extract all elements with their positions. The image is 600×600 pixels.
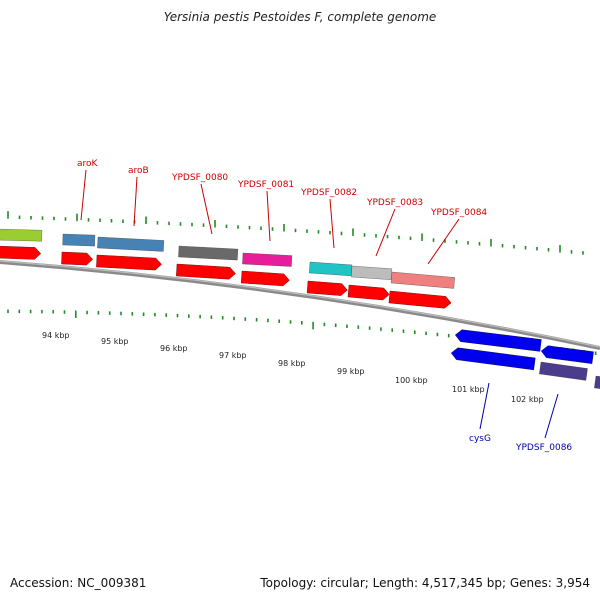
cds-arrow[interactable] <box>0 245 42 260</box>
feature-block[interactable] <box>351 265 393 280</box>
feature-block[interactable] <box>390 271 455 289</box>
gene-label[interactable]: YPDSF_0082 <box>300 188 357 198</box>
upper-ticks <box>7 211 584 255</box>
cds-arrow-reverse[interactable] <box>454 329 542 352</box>
gene-label[interactable]: YPDSF_0080 <box>171 173 228 183</box>
backbone-highlight <box>0 260 600 348</box>
label-leader <box>200 183 213 235</box>
backbone <box>0 260 600 350</box>
feature-block[interactable] <box>62 233 96 247</box>
label-leader <box>266 190 271 242</box>
gene-labels: aroK aroB YPDSF_0080 YPDSF_0081 YPDSF_0082 YP… <box>77 159 572 453</box>
label-leader <box>133 176 138 227</box>
cds-arrow[interactable] <box>347 284 390 301</box>
scale-label: 97 kbp <box>219 351 247 360</box>
feature-block[interactable] <box>0 228 43 242</box>
feature-block[interactable] <box>242 252 293 267</box>
cds-arrow-reverse[interactable] <box>540 345 594 364</box>
scale-label: 95 kbp <box>101 337 129 346</box>
cds-arrow[interactable] <box>96 254 162 271</box>
label-leader <box>544 393 559 439</box>
accession: Accession: NC_009381 <box>10 576 147 590</box>
label-leader <box>479 382 490 430</box>
scale-label: 100 kbp <box>395 376 428 385</box>
feature-block[interactable] <box>97 236 165 252</box>
gene-label[interactable]: YPDSF_0083 <box>366 198 423 208</box>
gene-label[interactable]: cysG <box>469 434 491 444</box>
scale-labels: 94 kbp 95 kbp 96 kbp 97 kbp 98 kbp 99 kbp 100 … <box>42 331 544 404</box>
cds-arrow[interactable] <box>388 290 452 309</box>
lower-ticks <box>7 309 597 355</box>
cds-arrow[interactable] <box>176 263 236 280</box>
scale-label: 101 kbp <box>452 385 485 394</box>
cds-arrow[interactable] <box>61 251 93 266</box>
feature-block[interactable] <box>594 375 600 390</box>
cds-arrow-reverse[interactable] <box>450 347 536 371</box>
scale-label: 99 kbp <box>337 367 365 376</box>
label-leaders <box>80 169 559 439</box>
feature-block[interactable] <box>539 361 588 381</box>
scale-label: 96 kbp <box>160 344 188 353</box>
gene-features <box>0 228 600 390</box>
label-leader <box>427 218 460 265</box>
gene-label[interactable]: YPDSF_0081 <box>237 180 294 190</box>
gene-label[interactable]: YPDSF_0086 <box>515 443 572 453</box>
scale-label: 98 kbp <box>278 359 306 368</box>
gene-label[interactable]: aroK <box>77 159 99 169</box>
gene-label[interactable]: aroB <box>128 166 149 176</box>
gene-label[interactable]: YPDSF_0084 <box>430 208 487 218</box>
cds-arrow[interactable] <box>240 270 290 287</box>
label-leader <box>329 198 335 249</box>
feature-block[interactable] <box>309 261 353 277</box>
scale-label: 102 kbp <box>511 395 544 404</box>
label-leader <box>80 169 87 221</box>
map-title: Yersinia pestis Pestoides F, complete ge… <box>163 10 437 24</box>
genome-summary: Topology: circular; Length: 4,517,345 bp… <box>260 576 590 590</box>
scale-label: 94 kbp <box>42 331 70 340</box>
feature-block[interactable] <box>178 245 239 261</box>
cds-arrow[interactable] <box>306 280 348 296</box>
label-leader <box>375 208 396 257</box>
